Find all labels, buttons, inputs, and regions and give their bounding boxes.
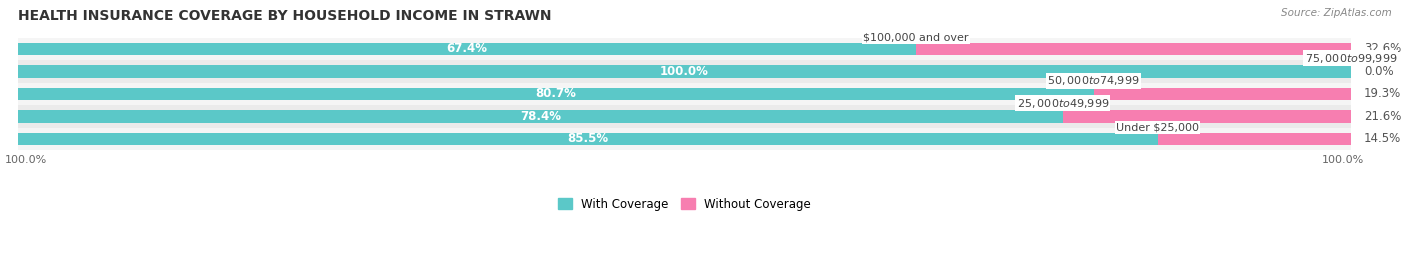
Bar [1157,133,1351,145]
Text: Source: ZipAtlas.com: Source: ZipAtlas.com [1281,8,1392,18]
Bar [18,43,917,55]
Text: 14.5%: 14.5% [1364,132,1402,145]
Text: 100.0%: 100.0% [4,155,46,165]
Text: 100.0%: 100.0% [1322,155,1364,165]
Bar [18,133,1157,145]
Bar [18,65,1351,77]
Bar [1063,110,1351,123]
Text: 100.0%: 100.0% [659,65,709,78]
Bar [18,38,1351,60]
Text: HEALTH INSURANCE COVERAGE BY HOUSEHOLD INCOME IN STRAWN: HEALTH INSURANCE COVERAGE BY HOUSEHOLD I… [18,9,551,23]
Text: 67.4%: 67.4% [447,42,488,55]
Text: $75,000 to $99,999: $75,000 to $99,999 [1305,52,1398,65]
Text: Under $25,000: Under $25,000 [1116,122,1199,132]
Text: 21.6%: 21.6% [1364,110,1402,123]
Text: 0.0%: 0.0% [1364,65,1393,78]
Bar [18,105,1351,128]
Bar [18,60,1351,83]
Text: 19.3%: 19.3% [1364,87,1402,100]
Text: 85.5%: 85.5% [567,132,609,145]
Bar [18,83,1351,105]
Bar [18,128,1351,150]
Bar [18,88,1094,100]
Text: $25,000 to $49,999: $25,000 to $49,999 [1017,97,1109,110]
Bar [1094,88,1351,100]
Bar [18,110,1063,123]
Legend: With Coverage, Without Coverage: With Coverage, Without Coverage [553,193,815,215]
Text: 80.7%: 80.7% [536,87,576,100]
Text: $100,000 and over: $100,000 and over [863,32,969,42]
Text: $50,000 to $74,999: $50,000 to $74,999 [1047,74,1140,87]
Bar [917,43,1351,55]
Text: 32.6%: 32.6% [1364,42,1402,55]
Text: 78.4%: 78.4% [520,110,561,123]
